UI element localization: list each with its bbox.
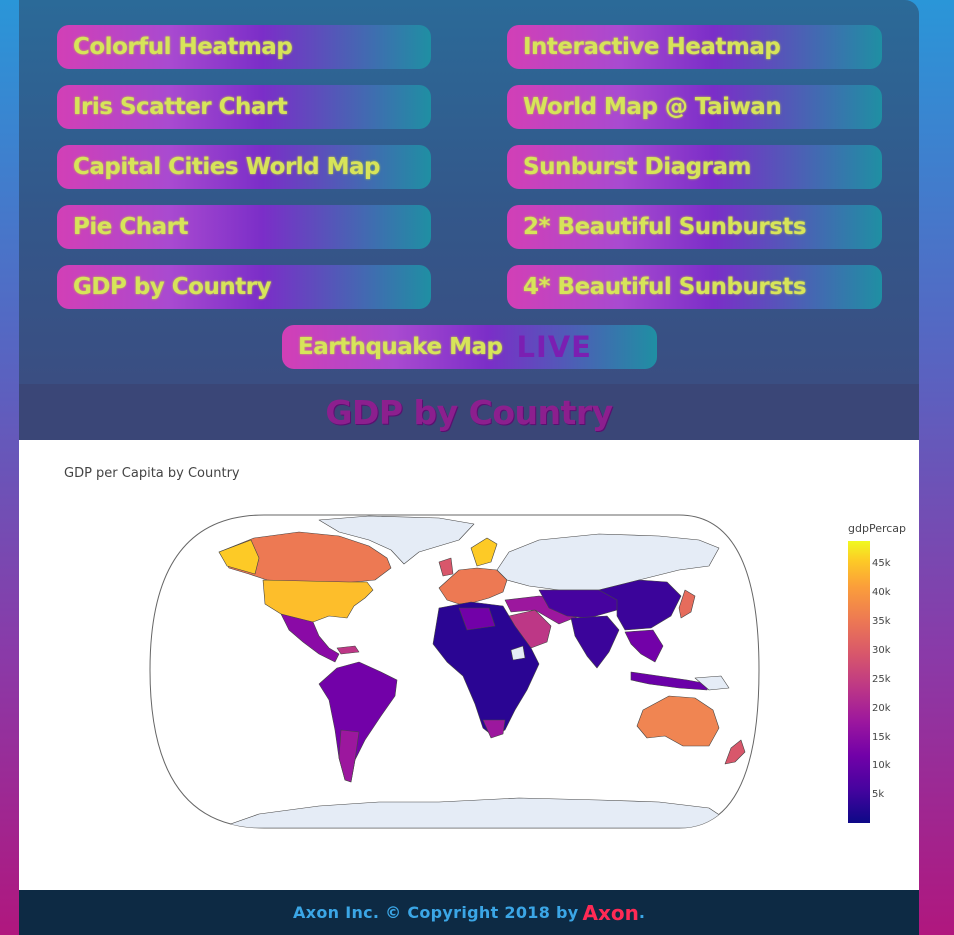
nav-button-earthquake-map[interactable]: Earthquake Map LIVE [282,325,657,369]
country-greenland[interactable] [318,515,475,565]
nav-button-label: World Map @ Taiwan [523,94,782,120]
nav-button-pie-chart[interactable]: Pie Chart [57,205,431,249]
country-japan[interactable] [678,589,696,619]
footer-dot: . [638,903,645,922]
country-alaska[interactable] [218,539,260,575]
nav-panel: Colorful Heatmap Interactive Heatmap Iri… [19,0,919,384]
nav-button-4-sunbursts[interactable]: 4* Beautiful Sunbursts [507,265,882,309]
colorbar-tick: 30k [872,645,891,656]
country-australia[interactable] [636,695,720,747]
nav-button-gdp-by-country[interactable]: GDP by Country [57,265,431,309]
footer: Axon Inc. © Copyright 2018 by Axon . [19,890,919,935]
country-argentina[interactable] [338,729,360,783]
country-sudan-nodata[interactable] [510,645,526,661]
country-cuba[interactable] [336,645,360,655]
nav-button-iris-scatter[interactable]: Iris Scatter Chart [57,85,431,129]
colorbar-tick: 40k [872,587,891,598]
nav-button-colorful-heatmap[interactable]: Colorful Heatmap [57,25,431,69]
nav-button-label: Iris Scatter Chart [73,94,288,120]
region-western-europe[interactable] [438,567,508,605]
nav-button-label: Capital Cities World Map [73,154,381,180]
country-russia[interactable] [496,533,720,591]
colorbar-tick: 45k [872,558,891,569]
country-china[interactable] [598,579,682,631]
colorbar-tick: 15k [872,732,891,743]
country-south-africa[interactable] [482,719,506,739]
nav-button-label: 2* Beautiful Sunbursts [523,214,807,240]
nav-button-label: Interactive Heatmap [523,34,781,60]
nav-button-label: 4* Beautiful Sunbursts [523,274,807,300]
page-title-bar: GDP by Country [19,384,919,440]
nav-button-world-map-taiwan[interactable]: World Map @ Taiwan [507,85,882,129]
footer-copyright: Axon Inc. © Copyright 2018 by [293,903,579,922]
map-title: GDP per Capita by Country [64,466,240,481]
country-india[interactable] [570,615,620,669]
nav-button-sunburst-diagram[interactable]: Sunburst Diagram [507,145,882,189]
nav-button-label: Earthquake Map [298,334,503,360]
nav-button-label: Pie Chart [73,214,188,240]
nav-button-2-sunbursts[interactable]: 2* Beautiful Sunbursts [507,205,882,249]
live-badge: LIVE [516,330,592,364]
page-title: GDP by Country [325,392,613,432]
choropleth-plot[interactable]: GDP per Capita by Country [19,440,919,890]
nav-button-label: Sunburst Diagram [523,154,751,180]
colorbar-tick: 10k [872,760,891,771]
main-card: Colorful Heatmap Interactive Heatmap Iri… [19,0,919,935]
colorbar-title: gdpPercap [848,522,907,535]
country-indonesia[interactable] [630,671,710,691]
country-canada[interactable] [218,531,392,586]
nav-button-capital-cities[interactable]: Capital Cities World Map [57,145,431,189]
footer-brand-link[interactable]: Axon [582,900,639,925]
region-southeast-asia[interactable] [624,629,664,663]
world-map[interactable] [19,440,919,890]
colorbar-tick: 20k [872,703,891,714]
colorbar-tick: 25k [872,674,891,685]
colorbar-tick: 5k [872,789,885,800]
country-norway-sweden[interactable] [470,537,498,567]
country-libya[interactable] [458,607,496,631]
country-papua-nodata[interactable] [694,675,730,691]
country-mexico[interactable] [280,613,340,663]
nav-button-interactive-heatmap[interactable]: Interactive Heatmap [507,25,882,69]
region-africa[interactable] [432,601,540,737]
nav-button-label: Colorful Heatmap [73,34,293,60]
colorbar-tick: 35k [872,616,891,627]
colorbar [848,541,870,823]
nav-button-label: GDP by Country [73,274,272,300]
country-uk[interactable] [438,557,454,577]
country-new-zealand[interactable] [724,739,746,765]
